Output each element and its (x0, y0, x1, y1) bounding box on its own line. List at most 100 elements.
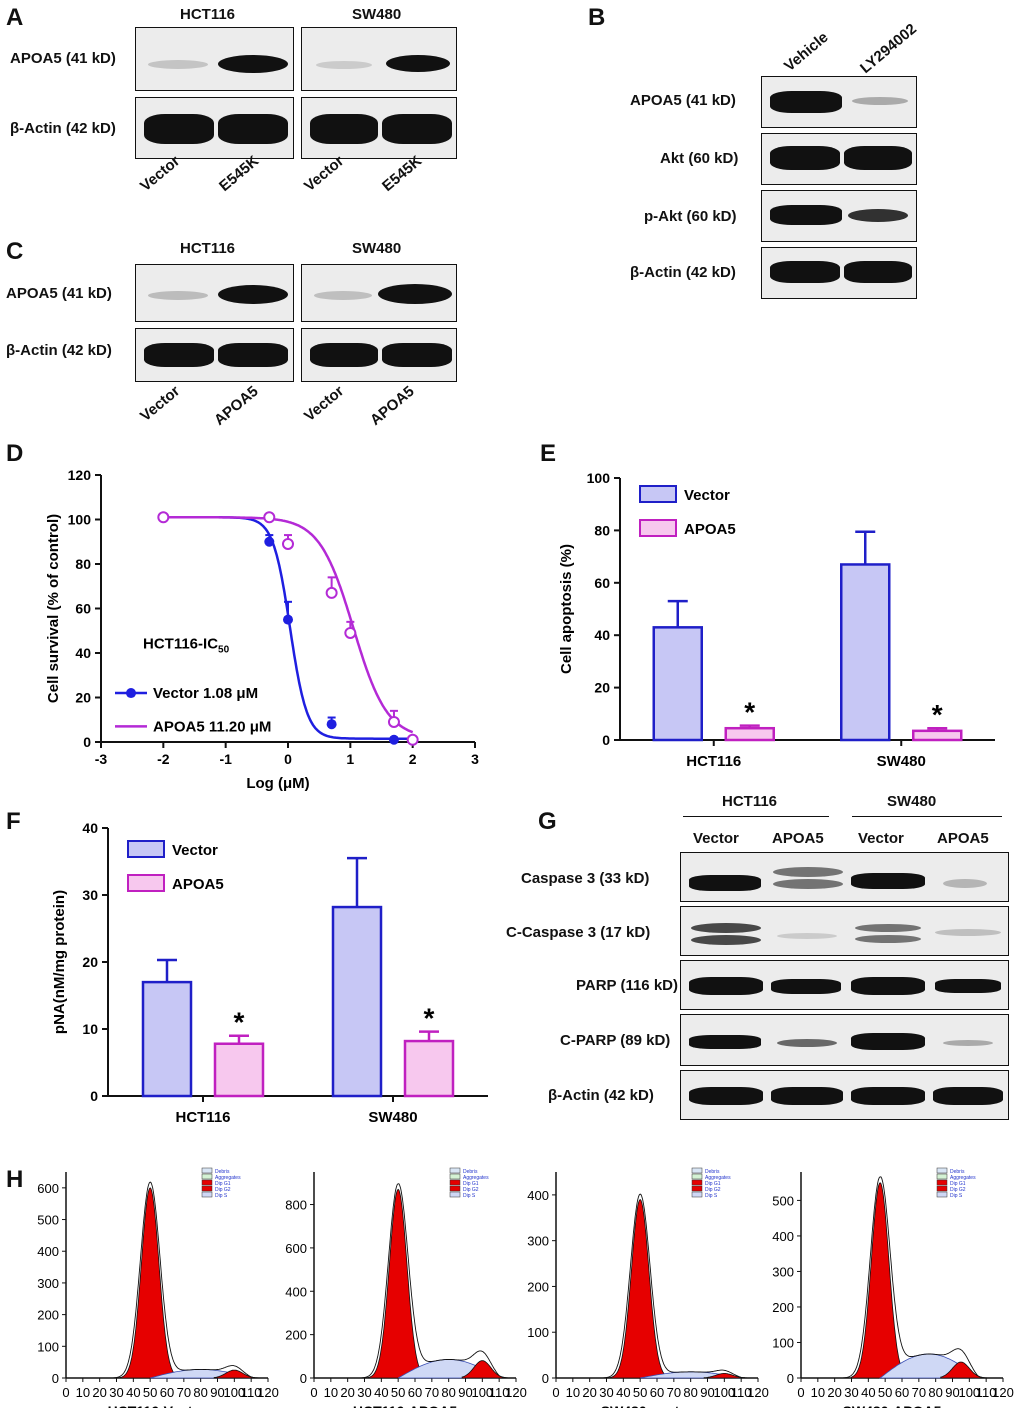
y-tick-label: 10 (82, 1021, 98, 1037)
legend-label: Dip G1 (705, 1181, 721, 1187)
legend-label: APOA5 (684, 521, 736, 538)
x-tick-label: 70 (912, 1385, 926, 1400)
legend-swatch (201, 1167, 213, 1174)
x-tick-label: 0 (552, 1385, 559, 1400)
legend-swatch (201, 1185, 213, 1192)
bar-vector (840, 563, 891, 742)
x-tick-label: 80 (441, 1385, 455, 1400)
group-label-sw480: SW480 (352, 6, 402, 23)
group-label-c-hct116: HCT116 (180, 240, 236, 257)
y-tick-label: 80 (594, 522, 610, 538)
category-label: HCT116 (175, 1109, 230, 1126)
y-tick-label: 300 (37, 1276, 59, 1291)
y-tick-label: 500 (772, 1193, 794, 1208)
x-tick-label: 50 (633, 1385, 647, 1400)
panel-label-h: H (6, 1166, 24, 1193)
legend-swatch (449, 1179, 461, 1186)
legend-label: Debris (463, 1169, 478, 1175)
histogram-title: SW480-APOA5 (843, 1403, 942, 1408)
significance-star: * (234, 1007, 245, 1038)
x-tick-label: 90 (458, 1385, 472, 1400)
data-point-vector (264, 536, 275, 547)
x-tick-label: 30 (109, 1385, 123, 1400)
lane-label-g-2: APOA5 (772, 830, 824, 847)
group-label-g-sw480: SW480 (887, 793, 937, 810)
data-point-apoa5 (344, 626, 357, 639)
legend-swatch (639, 519, 677, 537)
x-tick-label: 90 (210, 1385, 224, 1400)
x-tick-label: -3 (95, 751, 108, 767)
x-axis-label: Log (μM) (246, 775, 309, 792)
row-label-g-c-parp: C-PARP (89 kD) (560, 1032, 671, 1049)
y-tick-label: 30 (82, 887, 98, 903)
x-tick-label: 60 (408, 1385, 422, 1400)
group-label-hct116: HCT116 (180, 6, 236, 23)
legend-label: Dip G2 (950, 1187, 966, 1193)
y-tick-label: 120 (68, 467, 92, 483)
legend-label: Dip S (463, 1193, 476, 1199)
fit-curve-apoa5 (163, 516, 414, 734)
x-tick-label: 110 (731, 1385, 752, 1400)
bar-apoa5 (403, 1039, 455, 1098)
x-tick-label: 90 (700, 1385, 714, 1400)
row-label-c-actin: β-Actin (42 kD) (6, 342, 112, 359)
data-point-vector (388, 734, 399, 745)
x-tick-label: 120 (747, 1385, 769, 1400)
blot-b-pakt (761, 190, 917, 242)
g1-peak (116, 1187, 188, 1379)
x-tick-label: 10 (324, 1385, 338, 1400)
histogram-title: HCT116-APOA5 (353, 1403, 457, 1408)
legend-swatch (936, 1167, 948, 1174)
blot-b-actin (761, 247, 917, 299)
y-tick-label: 40 (82, 820, 98, 836)
bar-apoa5 (912, 729, 963, 742)
x-tick-label: 70 (177, 1385, 191, 1400)
category-label: SW480 (368, 1109, 417, 1126)
blot-b-akt (761, 133, 917, 185)
y-tick-label: 300 (772, 1264, 794, 1279)
y-tick-label: 0 (300, 1371, 307, 1386)
blot-a-sw480-apoa5 (301, 27, 457, 91)
x-tick-label: 30 (599, 1385, 613, 1400)
chart-e-apoptosis: 0 20 40 60 80 100 Cell apoptosis (%) HCT116 * SW4… (558, 470, 995, 770)
lane-label-c-1: Vector (137, 382, 184, 425)
x-tick-label: 60 (895, 1385, 909, 1400)
panel-label-g: G (538, 808, 557, 835)
x-tick-label: 80 (683, 1385, 697, 1400)
lane-label-c-2: APOA5 (211, 382, 262, 429)
x-tick-label: 3 (471, 751, 479, 767)
data-point-vector (326, 719, 337, 730)
row-label-g-caspase3: Caspase 3 (33 kD) (521, 870, 650, 887)
legend-swatch (936, 1185, 948, 1192)
x-tick-label: -2 (157, 751, 170, 767)
histogram-title: SW480-vector (601, 1403, 694, 1408)
data-point-apoa5 (282, 537, 294, 550)
bar-vector (141, 980, 193, 1098)
histogram-title: HCT116-Vector (108, 1403, 207, 1408)
legend-swatch (691, 1185, 703, 1192)
histogram-hct116-apoa5: 0 200 400 600 800 0 10 20 30 40 50 60 70 80 9010011012… (285, 1167, 527, 1408)
x-tick-label: 70 (667, 1385, 681, 1400)
y-tick-label: 300 (527, 1234, 549, 1249)
x-tick-label: 120 (992, 1385, 1014, 1400)
y-tick-label: 0 (90, 1088, 98, 1104)
x-tick-label: 2 (409, 751, 417, 767)
histogram-trace (843, 1176, 995, 1379)
row-label-g-parp: PARP (116 kD) (576, 977, 678, 994)
legend-swatch (691, 1191, 703, 1198)
legend-label: Vector 1.08 μM (153, 685, 258, 702)
y-tick-label: 40 (75, 645, 91, 661)
x-tick-label: 100 (471, 1385, 493, 1400)
y-axis-label: pNA(nM/mg protein) (51, 890, 68, 1034)
x-tick-label: 20 (582, 1385, 596, 1400)
bar-vector (652, 626, 703, 742)
x-tick-label: 0 (310, 1385, 317, 1400)
y-tick-label: 20 (594, 680, 610, 696)
x-tick-label: 110 (976, 1385, 997, 1400)
y-tick-label: 0 (787, 1371, 794, 1386)
blot-c-sw480-apoa5 (301, 264, 457, 322)
blot-g-parp (680, 960, 1009, 1010)
